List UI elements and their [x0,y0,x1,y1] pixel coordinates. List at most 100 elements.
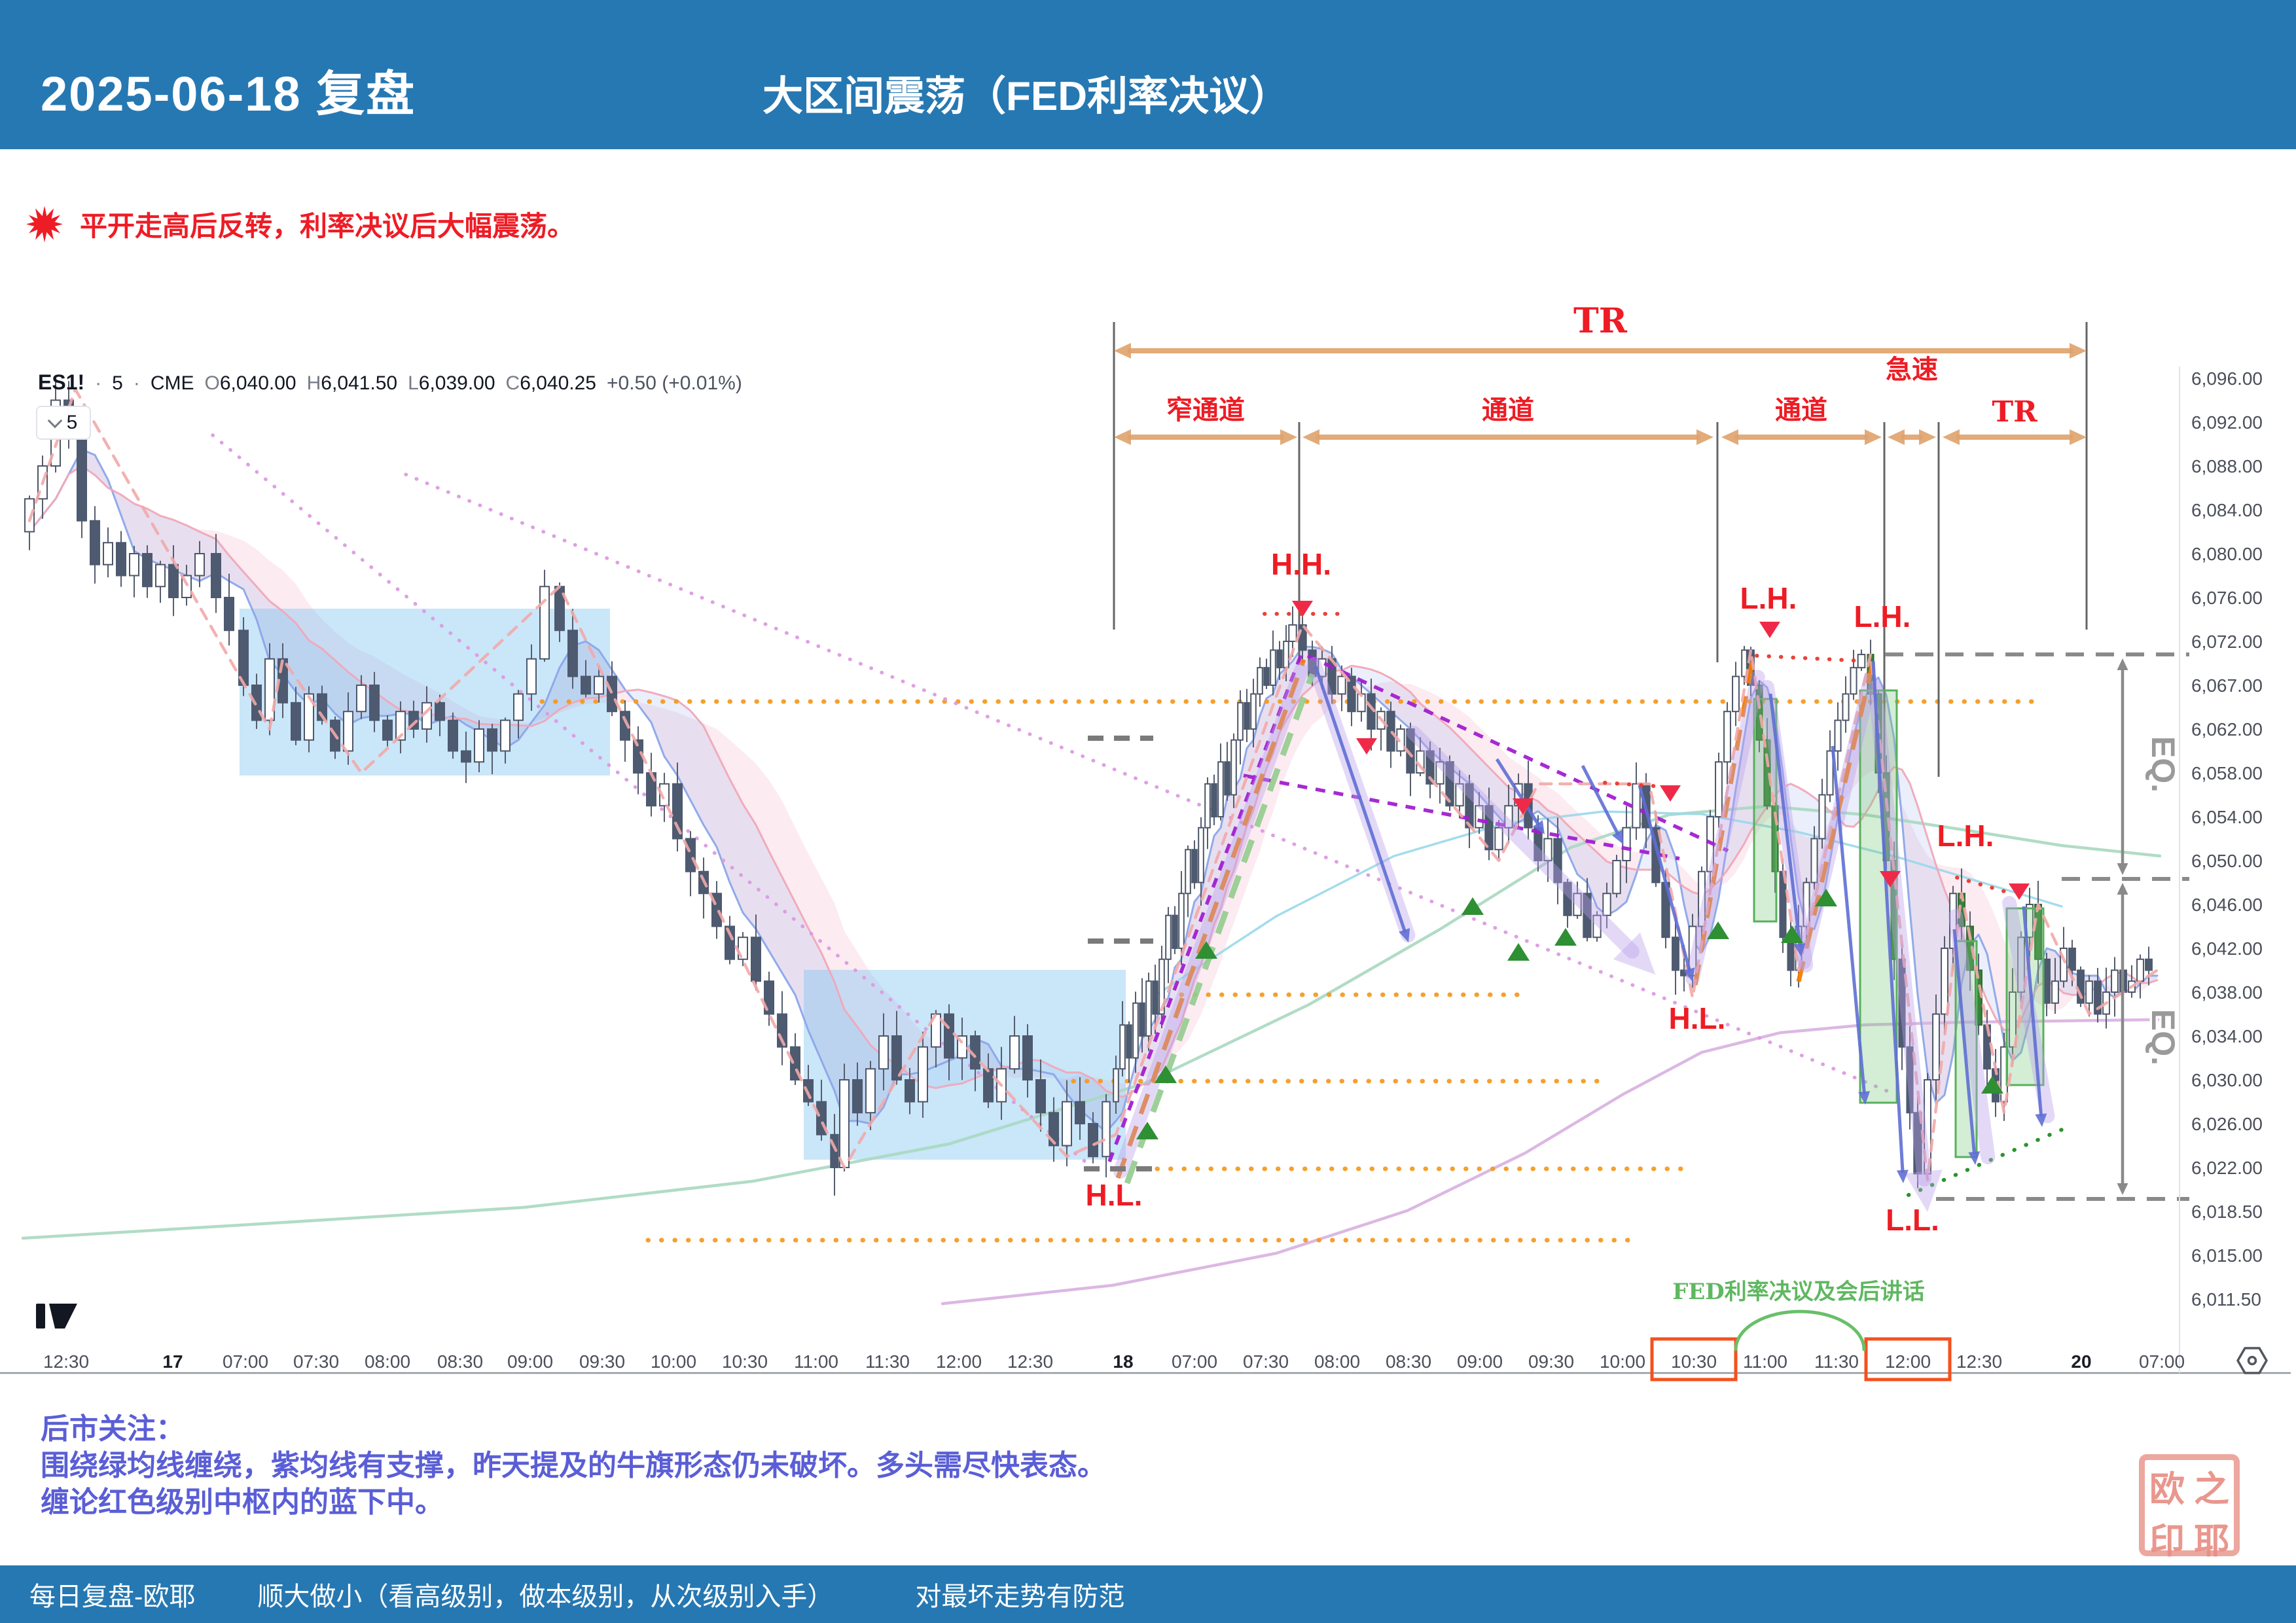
sell-marker [1356,738,1377,755]
candle [1075,1101,1085,1124]
svg-text:L.H.: L.H. [1854,599,1911,633]
candlesticks [24,379,2153,1196]
candle [1185,849,1191,895]
svg-text:通道: 通道 [1482,395,1534,425]
candle [1755,685,1763,741]
candle [1191,849,1198,883]
highlighted-time-box [1864,1337,1952,1382]
candle [382,719,393,741]
time-tick: 12:30 [1007,1351,1053,1372]
price-tick: 6,088.00 [2191,456,2263,476]
candle [944,1013,954,1059]
candle [1270,649,1276,687]
price-scale[interactable]: 6,096.00 6,092.00 6,088.00 6,084.00 6,080.00… [2191,368,2263,1310]
candle [1803,882,1810,927]
price-tick: 6,050.00 [2191,851,2263,871]
symbol-interval[interactable]: 5 [112,372,123,394]
candle [725,925,735,960]
candle [1583,893,1592,938]
candle [2145,958,2153,971]
candle [2094,980,2102,1015]
gear-icon[interactable] [2236,1347,2268,1374]
footer-author: 每日复盘-欧耶 [29,1582,196,1611]
sell-marker [1660,785,1681,802]
candle [1035,1079,1046,1114]
candle [1224,761,1230,796]
ma-lines [21,448,2162,1306]
candle [1723,711,1731,763]
candle [1475,805,1484,829]
candle [2060,948,2068,982]
candle [77,432,87,522]
candle [116,542,126,577]
candle [1826,750,1834,796]
price-tick: 6,026.00 [2191,1114,2263,1134]
svg-text:EQ.: EQ. [2145,736,2181,793]
high-value: 6,041.50 [321,372,398,394]
symbol-name[interactable]: ES1! [38,370,85,394]
candle [1204,783,1211,829]
candle [1244,702,1250,730]
sell-marker [1759,622,1780,638]
buy-marker [1507,943,1530,961]
candle [659,783,670,807]
green-highlight-box [1753,698,1778,923]
change-value: +0.50 (+0.01%) [607,372,742,394]
red-dotted-connectors [1263,612,2015,896]
svg-text:通道: 通道 [1775,395,1827,425]
candle [865,1068,876,1114]
candle [983,1068,994,1103]
candle [1818,794,1826,840]
symbol-exchange: CME [150,372,194,394]
candle [1178,893,1185,949]
time-tick: 12:30 [1956,1351,2002,1372]
tradingview-logo[interactable] [36,1304,77,1329]
interval-selector-value: 5 [66,412,78,433]
price-tick: 6,080.00 [2191,544,2263,564]
footer-risk-note: 对最坏走势有防范 [915,1582,1125,1611]
svg-text:急速: 急速 [1886,354,1938,385]
symbol-info-bar[interactable]: ES1! · 5 · CME O6,040.00 H6,041.50 L6,03… [38,370,742,395]
candle [1592,914,1602,938]
candle [24,498,35,533]
price-tick: 6,030.00 [2191,1070,2263,1090]
time-tick: 08:30 [437,1351,483,1372]
candle [1113,1068,1119,1103]
candle [1288,624,1297,642]
candle [567,630,578,677]
candle [839,1079,850,1168]
candle [487,728,497,752]
candle [539,586,550,660]
time-scale[interactable]: 12:30 17 07:00 07:30 08:00 08:30 09:00 09:30 10:… [43,1337,2185,1382]
candle [1198,827,1204,883]
candle [168,563,179,598]
candle [1139,1002,1145,1037]
candle [2111,969,2119,993]
sell-marker [2009,883,2030,900]
candle [1049,1112,1059,1147]
time-tick: 12:00 [1885,1351,1931,1372]
seal-char: 耶 [2194,1520,2229,1561]
candle [1906,1046,1914,1114]
candle [2017,936,2025,993]
candle [1250,693,1257,730]
candle [211,553,221,598]
sell-marker [1880,871,1901,887]
swing-labels: H.H. L.H. L.H. L.H. H.L. H.L. L.L. [1086,547,1994,1237]
candle [1715,761,1723,817]
time-tick: 09:00 [1457,1351,1503,1372]
interval-selector-button[interactable]: 5 [36,406,91,440]
time-tick: 08:00 [1314,1351,1360,1372]
chevron-down-icon [47,413,62,429]
page-footer: 每日复盘-欧耶 顺大做小（看高级别，做本级别，从次级别入手） 对最坏走势有防范 [0,1565,2296,1623]
candle [142,553,152,588]
candle [1484,805,1494,851]
candle [1741,649,1748,677]
candle [461,750,471,763]
candle [2051,980,2059,1004]
candle [1941,948,1948,1015]
svg-text:H.H.: H.H. [1271,547,1331,581]
price-tick: 6,067.00 [2191,675,2263,696]
time-tick: 07:00 [223,1351,268,1372]
